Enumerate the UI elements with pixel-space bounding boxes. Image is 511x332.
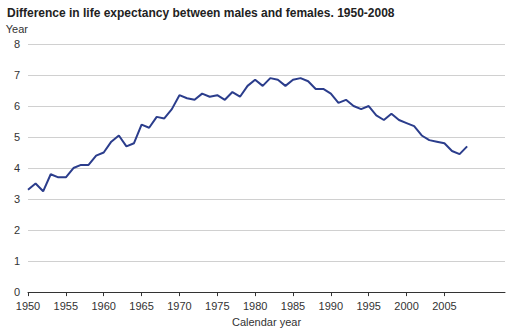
svg-text:1955: 1955	[54, 300, 78, 312]
svg-text:1950: 1950	[16, 300, 40, 312]
svg-text:1975: 1975	[205, 300, 229, 312]
svg-text:5: 5	[14, 131, 20, 143]
svg-text:1: 1	[14, 255, 20, 267]
svg-text:1980: 1980	[243, 300, 267, 312]
svg-text:1995: 1995	[356, 300, 380, 312]
svg-text:3: 3	[14, 193, 20, 205]
svg-text:2: 2	[14, 224, 20, 236]
svg-text:Year: Year	[6, 23, 29, 35]
svg-text:0: 0	[14, 286, 20, 298]
svg-text:8: 8	[14, 38, 20, 50]
svg-text:4: 4	[14, 162, 20, 174]
svg-text:2000: 2000	[394, 300, 418, 312]
svg-text:Calendar year: Calendar year	[232, 316, 301, 328]
svg-text:2005: 2005	[432, 300, 456, 312]
svg-text:1985: 1985	[281, 300, 305, 312]
svg-text:Difference in life expectancy: Difference in life expectancy between ma…	[7, 6, 395, 20]
svg-text:7: 7	[14, 69, 20, 81]
svg-text:1990: 1990	[319, 300, 343, 312]
svg-text:1970: 1970	[167, 300, 191, 312]
svg-text:1960: 1960	[91, 300, 115, 312]
svg-text:1965: 1965	[129, 300, 153, 312]
svg-text:6: 6	[14, 100, 20, 112]
